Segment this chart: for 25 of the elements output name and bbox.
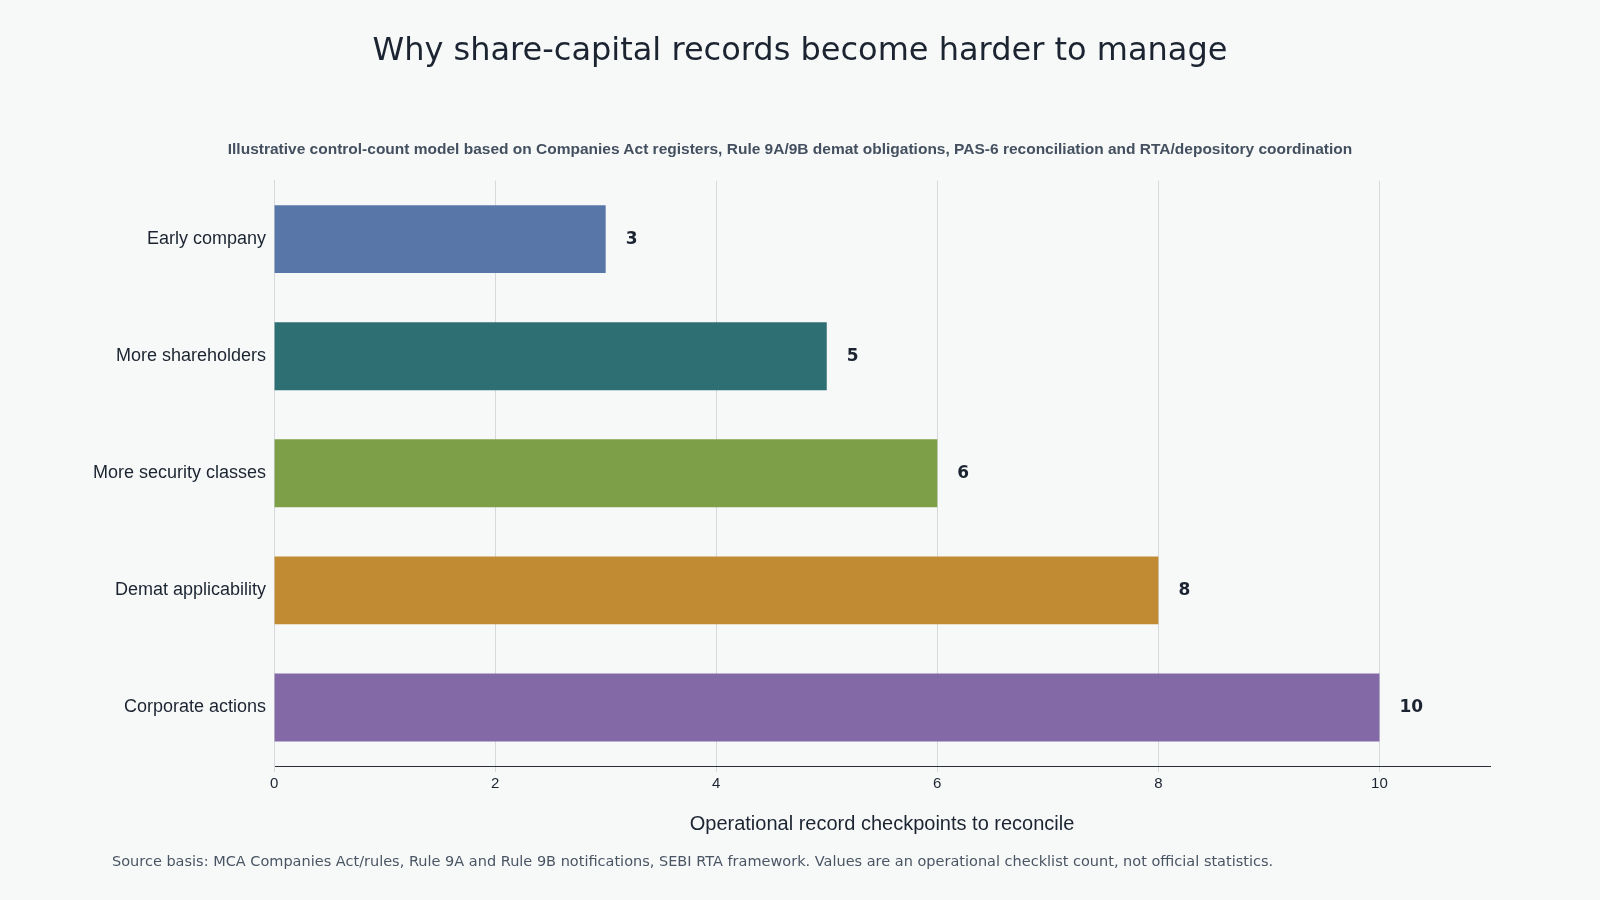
bar	[274, 673, 1380, 742]
chart-title: Why share-capital records become harder to manage	[371, 30, 1229, 68]
data-label: 5	[846, 344, 859, 365]
y-tick-label: Corporate actions	[123, 696, 267, 717]
x-tick-label: 6	[933, 774, 942, 792]
bar	[274, 322, 827, 391]
data-label: 10	[1399, 695, 1424, 716]
x-tick-label: 4	[712, 774, 721, 792]
chart-subtitle: Illustrative control-count model based on Companies Act registers, Rule 9A/9B demat obligations, PAS-6 reconciliation and RTA/depository coordination	[227, 139, 1353, 157]
x-axis-title: Operational record checkpoints to reconcile	[689, 811, 1075, 834]
bar	[274, 556, 1159, 625]
data-label: 8	[1178, 578, 1191, 599]
data-label: 6	[957, 461, 970, 482]
x-tick-label: 10	[1371, 774, 1388, 792]
bar	[274, 439, 938, 508]
y-tick-label: More security classes	[92, 462, 267, 483]
y-tick-label: Early company	[146, 228, 267, 249]
y-tick-label: Demat applicability	[114, 579, 267, 600]
x-tick-label: 0	[269, 774, 279, 792]
data-label: 3	[625, 227, 638, 248]
y-tick-label: More shareholders	[115, 345, 267, 366]
bar	[274, 205, 606, 274]
source-note: Source basis: MCA Companies Act/rules, Rule 9A and Rule 9B notifications, SEBI RTA framework. Values are an operational checklist count, not official statistics.	[112, 853, 1274, 869]
x-tick-label: 8	[1154, 774, 1163, 792]
x-tick-label: 2	[490, 774, 500, 792]
